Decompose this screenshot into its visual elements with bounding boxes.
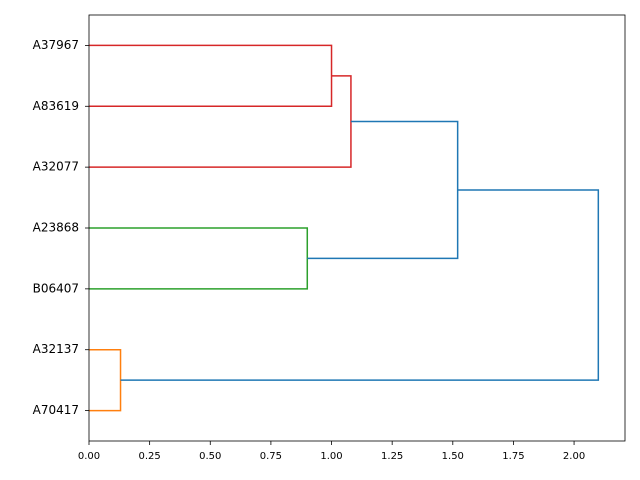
leaf-label: A32077 <box>33 160 79 174</box>
link <box>89 348 122 412</box>
leaf-label: A32137 <box>33 342 79 356</box>
x-tick-label: 2.00 <box>563 451 585 462</box>
link <box>120 189 600 381</box>
x-tick-label: 1.75 <box>502 451 524 462</box>
leaf-label: A23868 <box>33 221 79 235</box>
x-tick-label: 1.50 <box>442 451 464 462</box>
x-tick-label: 0.00 <box>78 451 100 462</box>
leaf-label: A37967 <box>33 38 79 52</box>
leaf-label: A70417 <box>33 403 79 417</box>
x-tick-label: 0.25 <box>139 451 161 462</box>
x-tick-label: 0.50 <box>199 451 221 462</box>
axes-frame <box>88 14 626 442</box>
leaf-label: A83619 <box>33 99 79 113</box>
x-tick-label: 1.25 <box>381 451 403 462</box>
leaf-label: B06407 <box>33 281 79 295</box>
x-tick-label: 0.75 <box>260 451 282 462</box>
x-tick-label: 1.00 <box>320 451 342 462</box>
